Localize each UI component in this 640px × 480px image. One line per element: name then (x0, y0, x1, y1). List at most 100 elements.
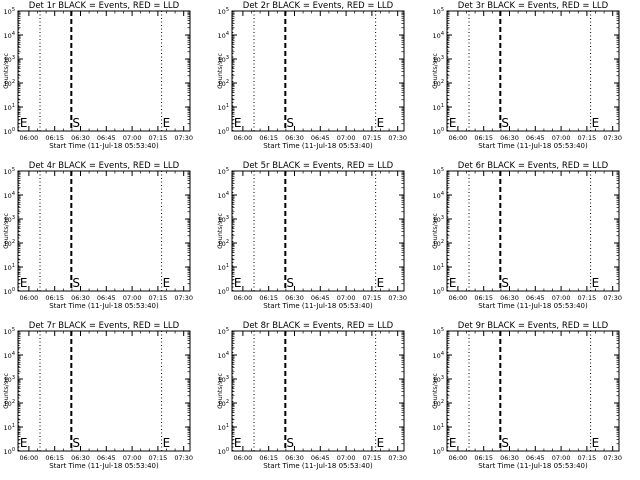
x-tick-label: 06:15 (45, 454, 64, 462)
x-tick-label: 06:30 (71, 134, 90, 142)
y-tick-label: 102 (433, 239, 444, 248)
y-tick-label: 104 (218, 31, 229, 40)
y-tick-label: 100 (4, 287, 15, 296)
x-tick-label: 06:15 (474, 134, 493, 142)
marker-label-e: E (234, 276, 242, 290)
y-tick-label: 105 (4, 167, 15, 176)
x-tick-label: 06:15 (259, 134, 278, 142)
panel-title: Det 1r BLACK = Events, RED = LLD (29, 1, 180, 11)
x-tick-label: 06:30 (71, 454, 90, 462)
x-tick-label: 06:00 (20, 454, 39, 462)
panel-title: Det 9r BLACK = Events, RED = LLD (458, 321, 609, 331)
detector-panel-5: Det 5r BLACK = Events, RED = LLD Counts/s… (216, 161, 407, 310)
x-tick-label: 06:15 (45, 294, 64, 302)
marker-label-e: E (234, 436, 242, 450)
marker-label-s: S (501, 116, 509, 130)
x-tick-label: 06:30 (285, 294, 304, 302)
y-tick-label: 104 (433, 31, 444, 40)
y-tick-label: 103 (4, 215, 15, 224)
x-tick-label: 07:00 (552, 454, 571, 462)
marker-label-s: S (286, 116, 294, 130)
x-tick-label: 07:30 (603, 454, 622, 462)
y-tick-label: 104 (433, 351, 444, 360)
panel-title: Det 6r BLACK = Events, RED = LLD (458, 161, 609, 171)
x-tick-label: 06:00 (234, 134, 253, 142)
y-tick-label: 105 (4, 7, 15, 16)
panel-title: Det 8r BLACK = Events, RED = LLD (243, 321, 394, 331)
y-tick-label: 104 (218, 191, 229, 200)
plot-frame (446, 10, 620, 132)
x-tick-label: 07:00 (123, 294, 142, 302)
y-tick-label: 104 (433, 191, 444, 200)
marker-label-s: S (501, 276, 509, 290)
y-tick-label: 101 (433, 263, 444, 272)
y-tick-label: 105 (433, 7, 444, 16)
y-tick-label: 104 (4, 191, 15, 200)
marker-label-s: S (72, 116, 80, 130)
x-tick-label: 06:45 (526, 134, 545, 142)
x-tick-label: 06:45 (311, 294, 330, 302)
marker-label-e: E (592, 436, 600, 450)
x-tick-label: 06:15 (259, 454, 278, 462)
x-tick-label: 07:15 (149, 294, 168, 302)
y-tick-label: 101 (433, 103, 444, 112)
marker-label-e: E (234, 116, 242, 130)
x-axis-label: Start Time (11-Jul-18 05:53:40) (478, 462, 588, 470)
x-tick-label: 06:45 (97, 454, 116, 462)
marker-label-e: E (592, 276, 600, 290)
x-tick-label: 07:15 (149, 454, 168, 462)
y-tick-label: 102 (4, 239, 15, 248)
plot-frame (231, 330, 405, 452)
panel-title: Det 7r BLACK = Events, RED = LLD (29, 321, 180, 331)
detector-panel-8: Det 8r BLACK = Events, RED = LLD Counts/s… (216, 321, 407, 470)
y-tick-label: 103 (218, 375, 229, 384)
detector-panel-2: Det 2r BLACK = Events, RED = LLD Counts/s… (216, 1, 407, 150)
y-tick-label: 102 (433, 79, 444, 88)
x-tick-label: 07:30 (174, 134, 193, 142)
y-tick-label: 103 (4, 375, 15, 384)
y-tick-label: 100 (433, 447, 444, 456)
x-tick-label: 07:30 (388, 454, 407, 462)
detector-panel-1: Det 1r BLACK = Events, RED = LLD Counts/s… (2, 1, 193, 150)
y-tick-label: 101 (4, 263, 15, 272)
marker-label-e: E (592, 116, 600, 130)
marker-label-s: S (501, 436, 509, 450)
x-axis-label: Start Time (11-Jul-18 05:53:40) (478, 302, 588, 310)
y-tick-label: 102 (4, 79, 15, 88)
y-tick-label: 100 (433, 127, 444, 136)
x-axis-label: Start Time (11-Jul-18 05:53:40) (263, 302, 373, 310)
x-axis-label: Start Time (11-Jul-18 05:53:40) (263, 142, 373, 150)
marker-label-s: S (72, 436, 80, 450)
y-tick-label: 103 (433, 215, 444, 224)
y-tick-label: 101 (218, 423, 229, 432)
y-tick-label: 103 (218, 215, 229, 224)
y-axis-label: Counts/sec (431, 373, 439, 409)
panel-title: Det 4r BLACK = Events, RED = LLD (29, 161, 180, 171)
x-tick-label: 06:45 (97, 134, 116, 142)
plot-frame (17, 10, 191, 132)
marker-label-e: E (377, 116, 385, 130)
x-tick-label: 06:30 (500, 134, 519, 142)
detector-panel-9: Det 9r BLACK = Events, RED = LLD Counts/s… (431, 321, 622, 470)
x-tick-label: 07:00 (552, 134, 571, 142)
x-axis-label: Start Time (11-Jul-18 05:53:40) (49, 142, 159, 150)
x-tick-label: 07:00 (337, 454, 356, 462)
x-tick-label: 06:15 (45, 134, 64, 142)
x-tick-label: 07:15 (578, 134, 597, 142)
y-axis-label: Counts/sec (216, 213, 224, 249)
x-tick-label: 06:00 (20, 294, 39, 302)
plot-frame (17, 170, 191, 292)
marker-label-e: E (20, 276, 28, 290)
y-tick-label: 100 (218, 127, 229, 136)
y-tick-label: 100 (218, 447, 229, 456)
marker-label-s: S (72, 276, 80, 290)
marker-label-e: E (449, 436, 457, 450)
x-tick-label: 07:15 (363, 454, 382, 462)
x-tick-label: 07:15 (578, 454, 597, 462)
x-tick-label: 07:30 (603, 134, 622, 142)
x-tick-label: 07:30 (388, 294, 407, 302)
marker-label-e: E (449, 276, 457, 290)
y-tick-label: 105 (433, 327, 444, 336)
plot-frame (446, 330, 620, 452)
x-tick-label: 07:15 (149, 134, 168, 142)
